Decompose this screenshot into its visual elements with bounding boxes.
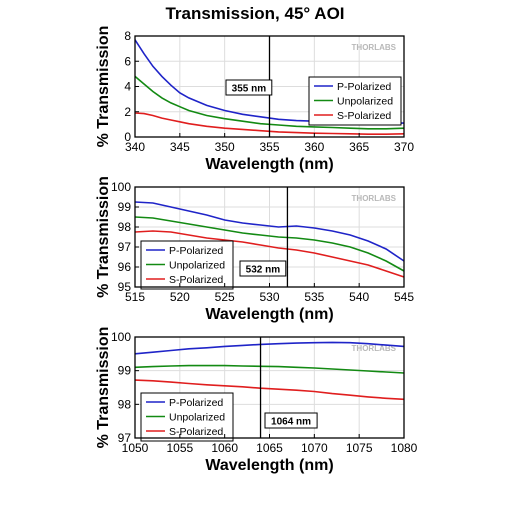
marker-label: 532 nm: [246, 265, 281, 276]
x-tick-label: 1080: [391, 441, 418, 455]
chart-panel-1: THORLABS 355 nm P-Polarized Unpolarized S-Po…: [95, 26, 414, 173]
series-line-s-polarized: [134, 112, 405, 135]
x-tick-label: 345: [170, 140, 190, 154]
y-axis-label: % Transmission: [95, 176, 112, 298]
series-line-s-polarized: [134, 230, 405, 278]
y-tick-label: 98: [118, 397, 132, 411]
marker-label-box: [264, 412, 318, 429]
y-tick-label: 98: [118, 220, 132, 234]
y-tick-label: 100: [111, 330, 131, 344]
series-line-p-polarized: [134, 341, 405, 355]
x-tick-label: 350: [215, 140, 235, 154]
x-tick-label: 520: [170, 290, 190, 304]
y-axis-label: % Transmission: [95, 26, 112, 148]
y-tick-label: 8: [124, 29, 131, 43]
y-tick-label: 100: [111, 180, 131, 194]
x-tick-label: 530: [259, 290, 279, 304]
legend-entry: S-Polarized: [169, 274, 223, 286]
y-tick-label: 97: [118, 240, 132, 254]
x-tick-label: 1055: [166, 441, 193, 455]
series-line-p-polarized: [134, 201, 405, 262]
y-tick-label: 95: [118, 280, 132, 294]
x-tick-label: 370: [394, 140, 414, 154]
legend-entry: P-Polarized: [169, 245, 223, 257]
x-tick-label: 1065: [256, 441, 283, 455]
series-line-s-polarized: [134, 379, 405, 401]
marker-label: 1064 nm: [271, 417, 311, 428]
x-axis-label: Wavelength (nm): [205, 156, 333, 173]
legend-entry: P-Polarized: [169, 397, 223, 409]
x-tick-label: 535: [304, 290, 324, 304]
series-line-unpolarized: [134, 216, 405, 272]
chart-panel-2: THORLABS 532 nm P-Polarized Unpolarized S-Po…: [95, 176, 414, 323]
x-tick-label: 1075: [346, 441, 373, 455]
legend-entry: P-Polarized: [337, 81, 391, 93]
marker-label-box: [225, 79, 273, 96]
chart-panel-3: THORLABS 1064 nm P-Polarized Unpolarized S-P…: [95, 327, 418, 474]
y-tick-label: 96: [118, 260, 132, 274]
marker-label: 355 nm: [232, 84, 267, 95]
legend-entry: Unpolarized: [337, 95, 393, 107]
y-tick-label: 97: [118, 431, 132, 445]
marker-label-box: [239, 260, 287, 277]
chart-title: Transmission, 45° AOI: [165, 4, 345, 23]
x-tick-label: 355: [259, 140, 279, 154]
x-tick-label: 1070: [301, 441, 328, 455]
x-tick-label: 1060: [211, 441, 238, 455]
y-tick-label: 99: [118, 200, 132, 214]
watermark-logo: THORLABS: [352, 194, 397, 203]
legend-entry: S-Polarized: [169, 426, 223, 438]
y-tick-label: 99: [118, 364, 132, 378]
y-tick-label: 6: [124, 54, 131, 68]
legend-entry: S-Polarized: [337, 110, 391, 122]
x-tick-label: 360: [304, 140, 324, 154]
x-tick-label: 340: [125, 140, 145, 154]
x-tick-label: 540: [349, 290, 369, 304]
legend-box: [308, 76, 402, 126]
x-tick-label: 1050: [122, 441, 149, 455]
y-tick-label: 2: [124, 105, 131, 119]
x-tick-label: 525: [215, 290, 235, 304]
x-tick-label: 515: [125, 290, 145, 304]
legend-entry: Unpolarized: [169, 259, 225, 271]
x-axis-label: Wavelength (nm): [205, 306, 333, 323]
x-tick-label: 545: [394, 290, 414, 304]
y-tick-label: 4: [124, 80, 131, 94]
y-tick-label: 0: [124, 130, 131, 144]
y-axis-label: % Transmission: [95, 327, 112, 449]
series-line-unpolarized: [134, 364, 405, 374]
x-tick-label: 365: [349, 140, 369, 154]
series-line-unpolarized: [134, 75, 405, 130]
watermark-logo: THORLABS: [352, 344, 397, 353]
legend-entry: Unpolarized: [169, 411, 225, 423]
x-axis-label: Wavelength (nm): [205, 457, 333, 474]
watermark-logo: THORLABS: [352, 43, 397, 52]
